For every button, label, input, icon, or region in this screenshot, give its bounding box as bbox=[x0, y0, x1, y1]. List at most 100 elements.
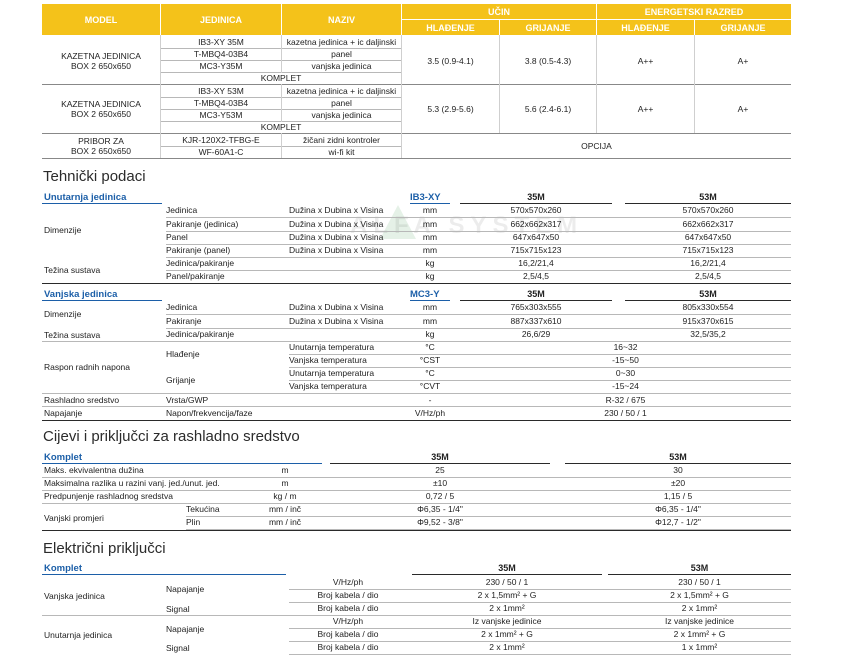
spec-unit: V/Hz/ph bbox=[414, 408, 446, 418]
heating-capacity: 3.8 (0.5-4.3) bbox=[524, 56, 572, 66]
unit-code: IB3-XY 53M bbox=[198, 86, 244, 96]
elec-value-53m: Iz vanjske jedinice bbox=[665, 616, 734, 626]
energy-class-heating: A+ bbox=[737, 56, 749, 66]
outdoor-model: MC3-Y bbox=[410, 289, 440, 300]
elec-value-35m: 230 / 50 / 1 bbox=[485, 577, 529, 587]
spec-item: Jedinica bbox=[166, 302, 198, 312]
unit-name: vanjska jedinica bbox=[311, 61, 372, 71]
elec-value-53m: 2 x 1mm² + G bbox=[673, 629, 726, 639]
heating-capacity: 5.6 (2.4-6.1) bbox=[524, 104, 572, 114]
model-line2: BOX 2 650x650 bbox=[70, 61, 131, 71]
spec-item: Jedinica/pakiranje bbox=[166, 329, 235, 339]
col-35m: 35M bbox=[498, 563, 516, 573]
range-value: 0~30 bbox=[615, 368, 636, 378]
pipe-value-53m: 30 bbox=[673, 465, 683, 475]
spec-value-35m: 715x715x123 bbox=[510, 245, 562, 255]
elec-value-35m: 2 x 1mm² + G bbox=[481, 629, 533, 639]
energy-class-cooling: A++ bbox=[637, 104, 654, 114]
pipe-value-35m: ±10 bbox=[432, 478, 448, 488]
col-35m: 35M bbox=[431, 452, 449, 462]
row-group-label: Težina sustava bbox=[44, 265, 101, 275]
spec-value-35m: 2,5/4,5 bbox=[523, 271, 549, 281]
spec-measure: Dužina x Dubina x Visina bbox=[289, 232, 384, 242]
spec-value-53m: 2,5/4,5 bbox=[695, 271, 721, 281]
row-sub-label: Signal bbox=[166, 643, 190, 653]
spec-value-35m: 887x337x610 bbox=[510, 316, 562, 326]
spec-unit: mm bbox=[422, 302, 438, 312]
pipe-value-53m: Φ6,35 - 1/4" bbox=[655, 504, 701, 514]
col-53m: 53M bbox=[669, 452, 687, 462]
spec-value-53m: 715x715x123 bbox=[682, 245, 734, 255]
range-unit: °C bbox=[425, 368, 435, 378]
spec-measure: Dužina x Dubina x Visina bbox=[289, 205, 384, 215]
pribor-line2: BOX 2 650x650 bbox=[70, 146, 131, 156]
pipe-value-53m: ±20 bbox=[670, 478, 686, 488]
spec-value-35m: 26,6/29 bbox=[521, 329, 551, 339]
range-measure: Unutarnja temperatura bbox=[289, 342, 375, 352]
range-value: 16~32 bbox=[613, 342, 638, 352]
spec-value-53m: 570x570x260 bbox=[682, 205, 734, 215]
elec-unit: Broj kabela / dio bbox=[317, 642, 379, 652]
range-value: -15~50 bbox=[612, 355, 639, 365]
pipe-item: Maks. ekvivalentna dužina bbox=[44, 465, 144, 475]
spec-value-53m: 915x370x615 bbox=[682, 316, 734, 326]
pipe-value-35m: Φ9,52 - 3/8" bbox=[417, 517, 463, 527]
spec-value-53m: 16,2/21,4 bbox=[690, 258, 726, 268]
row-group-label: Vanjska jedinica bbox=[44, 591, 105, 601]
elec-value-35m: 2 x 1,5mm² + G bbox=[477, 590, 537, 600]
header-energetski: ENERGETSKI RAZRED bbox=[597, 4, 791, 19]
pipe-subitem: Tekućina bbox=[186, 504, 220, 514]
elec-komplet-label: Komplet bbox=[44, 563, 82, 574]
indoor-model: IB3-XY bbox=[410, 192, 441, 203]
pribor-name: žičani zidni kontroler bbox=[302, 135, 380, 145]
range-measure: Vanjska temperatura bbox=[289, 355, 367, 365]
spec-unit: mm bbox=[422, 316, 438, 326]
range-value: -15~24 bbox=[612, 381, 639, 391]
col-53m: 53M bbox=[690, 563, 709, 573]
model-line1: KAZETNA JEDINICA bbox=[61, 51, 141, 61]
elec-value-35m: 2 x 1mm² bbox=[489, 603, 525, 613]
unit-code: T-MBQ4-03B4 bbox=[193, 49, 249, 59]
pipe-item: Predpunjenje rashladnog sredstva bbox=[44, 491, 174, 501]
range-measure: Unutarnja temperatura bbox=[289, 368, 375, 378]
spec-item: Panel bbox=[166, 232, 188, 242]
header-model: MODEL bbox=[42, 4, 160, 35]
row-sub-label: Grijanje bbox=[166, 375, 196, 385]
row-sub-label: Hlađenje bbox=[166, 349, 200, 359]
spec-unit: kg bbox=[425, 329, 435, 339]
spec-value-53m: 647x647x50 bbox=[684, 232, 732, 242]
spec-item: Napon/frekvencija/faze bbox=[166, 408, 253, 418]
spec-unit: mm bbox=[422, 232, 438, 242]
pipe-unit: mm / inč bbox=[268, 504, 302, 514]
row-sub-label: Napajanje bbox=[166, 584, 205, 594]
header-ucin: UČIN bbox=[402, 4, 596, 19]
energy-class-heating: A+ bbox=[737, 104, 749, 114]
spec-value-35m: 647x647x50 bbox=[512, 232, 560, 242]
row-sub-label: Napajanje bbox=[166, 624, 205, 634]
spec-item: Pakiranje bbox=[166, 316, 202, 326]
unit-name: panel bbox=[331, 98, 352, 108]
energy-class-cooling: A++ bbox=[637, 56, 654, 66]
col-35m: 35M bbox=[527, 289, 545, 299]
pipe-item: Maksimalna razlika u razini vanj. jed./u… bbox=[44, 478, 220, 488]
unit-name: kazetna jedinica + ic daljinski bbox=[286, 37, 397, 47]
header-hladenje: HLAĐENJE bbox=[402, 20, 499, 35]
komplet-label: KOMPLET bbox=[260, 122, 302, 132]
spec-unit: mm bbox=[422, 245, 438, 255]
range-unit: °CST bbox=[419, 355, 441, 365]
range-unit: °C bbox=[425, 342, 435, 352]
spec-value-53m: 805x330x554 bbox=[682, 302, 734, 312]
model-line1: KAZETNA JEDINICA bbox=[61, 99, 141, 109]
elec-unit: Broj kabela / dio bbox=[317, 629, 379, 639]
spec-value-35m: 16,2/21,4 bbox=[518, 258, 554, 268]
unit-name: vanjska jedinica bbox=[311, 110, 372, 120]
pipe-value-35m: 25 bbox=[435, 465, 445, 475]
spec-value-35m: 662x662x317 bbox=[510, 219, 562, 229]
spec-value-53m: 32,5/35,2 bbox=[690, 329, 726, 339]
col-53m: 53M bbox=[699, 289, 717, 299]
pipe-unit: mm / inč bbox=[268, 517, 302, 527]
unit-code: MC3-Y53M bbox=[199, 110, 243, 120]
pipes-komplet-label: Komplet bbox=[44, 452, 82, 463]
section-title-elec: Električni priključci bbox=[43, 540, 166, 557]
unit-code: MC3-Y35M bbox=[199, 61, 243, 71]
